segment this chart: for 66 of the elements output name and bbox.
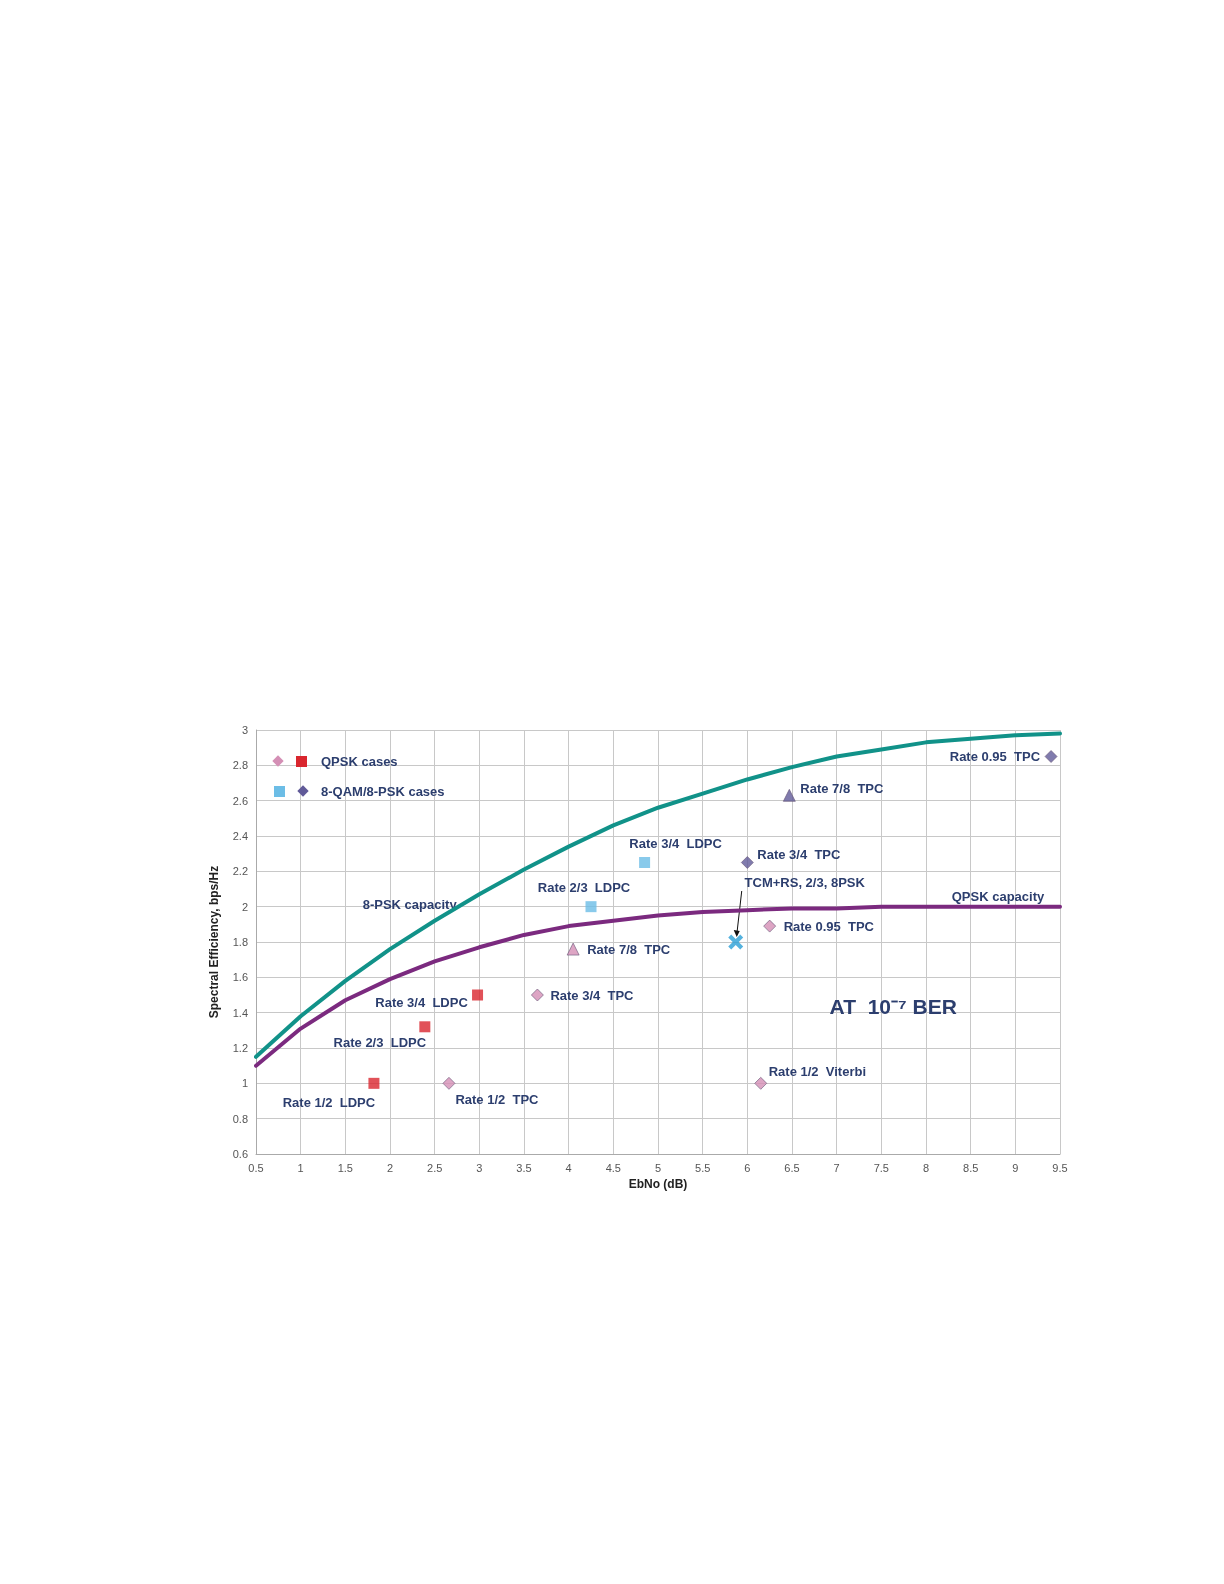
y-tick-label: 1 bbox=[241, 1077, 248, 1090]
x-tick-label: 8 bbox=[922, 1161, 930, 1174]
x-tick-label: 5.5 bbox=[695, 1161, 711, 1174]
annotation: TCM+RS, 2/3, 8PSK bbox=[744, 874, 866, 890]
x-tick-label: 4.5 bbox=[605, 1161, 621, 1174]
y-tick-label: 3 bbox=[241, 724, 248, 736]
x-tick-label: 4 bbox=[565, 1161, 572, 1174]
x-tick-label: 2 bbox=[386, 1161, 394, 1174]
y-tick-label: 2.6 bbox=[232, 794, 248, 807]
point bbox=[472, 989, 484, 1001]
annotation: Rate 0.95 TPC bbox=[949, 749, 1041, 764]
point bbox=[419, 1021, 431, 1033]
x-tick-label: 0.5 bbox=[248, 1161, 264, 1174]
point bbox=[531, 988, 544, 1002]
y-tick-label: 0.6 bbox=[232, 1148, 248, 1160]
x-axis-title: EbNo (dB) bbox=[628, 1177, 688, 1191]
point bbox=[782, 788, 796, 802]
annotation: Rate 0.95 TPC bbox=[783, 918, 875, 934]
point bbox=[585, 901, 597, 913]
x-tick-label: 6 bbox=[744, 1161, 751, 1174]
annotation: Rate 1/2 Viterbi bbox=[768, 1063, 867, 1079]
annotation: Rate 2/3 LDPC bbox=[333, 1035, 427, 1051]
y-tick-label: 2.8 bbox=[232, 759, 248, 772]
point bbox=[1044, 750, 1058, 763]
y-tick-label: 1.4 bbox=[232, 1006, 248, 1019]
annotation: Rate 2/3 LDPC bbox=[537, 880, 631, 896]
x-tick-label: 5 bbox=[654, 1161, 662, 1174]
x-tick-label: 7 bbox=[833, 1161, 840, 1174]
y-tick-label: 0.8 bbox=[232, 1112, 248, 1125]
x-tick-label: 8.5 bbox=[963, 1161, 979, 1174]
x-tick-label: 2.5 bbox=[427, 1161, 443, 1174]
annotation: Rate 3/4 TPC bbox=[550, 987, 635, 1003]
x-tick-label: 9.5 bbox=[1052, 1161, 1068, 1174]
x-tick-label: 3.5 bbox=[516, 1161, 532, 1174]
annotation: Rate 1/2 TPC bbox=[455, 1091, 540, 1107]
x-tick-label: 6.5 bbox=[784, 1161, 800, 1174]
point bbox=[763, 919, 777, 933]
y-tick-label: 2.4 bbox=[232, 830, 248, 842]
annotation: Rate 1/2 LDPC bbox=[282, 1094, 376, 1110]
point bbox=[728, 934, 744, 950]
x-tick-label: 1 bbox=[297, 1161, 304, 1174]
series-label: QPSK capacity bbox=[951, 888, 1046, 904]
point bbox=[740, 856, 754, 869]
legend-label: QPSK cases bbox=[321, 753, 398, 769]
annotation: Rate 3/4 LDPC bbox=[375, 994, 469, 1010]
annotation: Rate 7/8 TPC bbox=[800, 780, 885, 796]
y-tick-label: 1.2 bbox=[232, 1042, 248, 1054]
x-tick-label: 1.5 bbox=[337, 1161, 353, 1174]
point bbox=[754, 1076, 768, 1090]
x-tick-label: 7.5 bbox=[873, 1161, 889, 1174]
y-tick-label: 2.2 bbox=[232, 865, 248, 878]
point bbox=[639, 857, 651, 868]
annotation: AT 10⁻⁷ BER bbox=[829, 994, 957, 1018]
annotation: Rate 7/8 TPC bbox=[587, 941, 671, 957]
point bbox=[566, 942, 580, 956]
x-tick-label: 3 bbox=[476, 1161, 483, 1174]
y-tick-label: 2 bbox=[241, 900, 248, 913]
x-tick-label: 9 bbox=[1012, 1161, 1019, 1174]
point bbox=[442, 1076, 456, 1090]
y-tick-label: 1.6 bbox=[232, 971, 248, 984]
y-tick-label: 1.8 bbox=[232, 936, 248, 948]
legend-label: 8-QAM/8-PSK cases bbox=[321, 783, 445, 799]
annotation: Rate 3/4 TPC bbox=[757, 847, 842, 862]
point bbox=[368, 1077, 380, 1089]
y-axis-title: Spectral Efficiency, bps/Hz bbox=[207, 865, 221, 1019]
annotation: Rate 3/4 LDPC bbox=[629, 836, 723, 851]
